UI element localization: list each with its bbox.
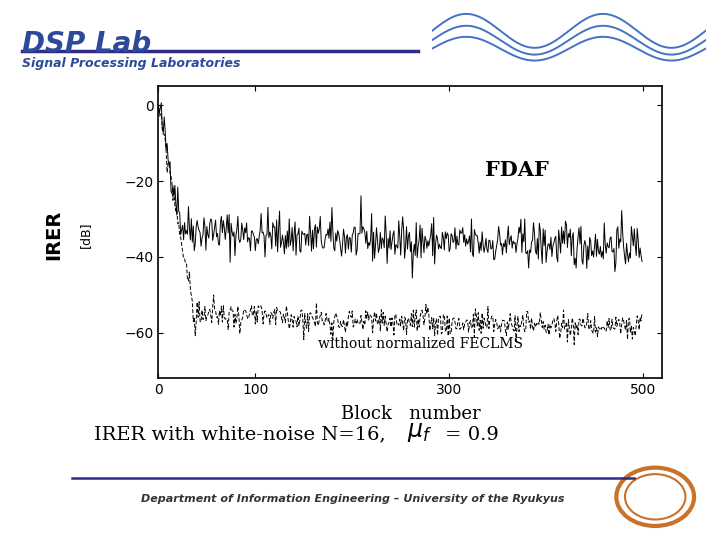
Text: IRER with white-noise N=16,: IRER with white-noise N=16, bbox=[94, 426, 385, 444]
Text: IRER: IRER bbox=[45, 210, 63, 260]
Text: FDAF: FDAF bbox=[485, 160, 549, 180]
Text: DSP Lab: DSP Lab bbox=[22, 30, 151, 58]
Text: $\mu_f$: $\mu_f$ bbox=[407, 421, 432, 443]
X-axis label: Block   number: Block number bbox=[341, 405, 480, 423]
Text: without normalized FECLMS: without normalized FECLMS bbox=[318, 337, 523, 351]
Text: Department of Information Engineering – University of the Ryukyus: Department of Information Engineering – … bbox=[141, 495, 564, 504]
Text: Signal Processing Laboratories: Signal Processing Laboratories bbox=[22, 57, 240, 70]
Text: = 0.9: = 0.9 bbox=[445, 426, 499, 444]
Text: [dB]: [dB] bbox=[78, 221, 91, 248]
